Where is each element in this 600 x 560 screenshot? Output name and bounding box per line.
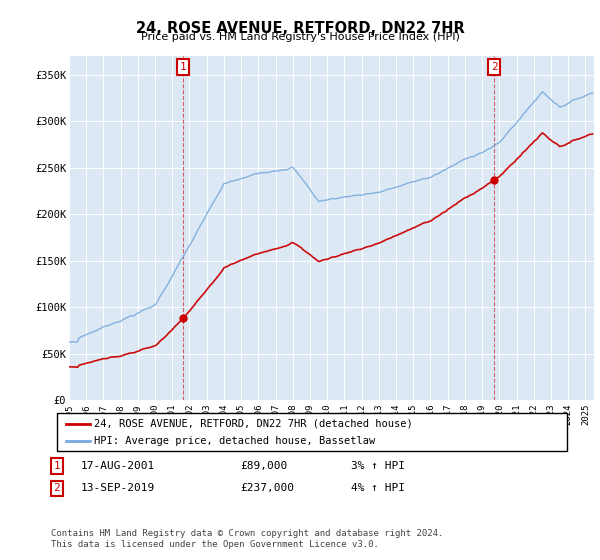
Text: 4% ↑ HPI: 4% ↑ HPI xyxy=(351,483,405,493)
Text: HPI: Average price, detached house, Bassetlaw: HPI: Average price, detached house, Bass… xyxy=(94,436,376,446)
Text: 24, ROSE AVENUE, RETFORD, DN22 7HR: 24, ROSE AVENUE, RETFORD, DN22 7HR xyxy=(136,21,464,36)
Text: 2: 2 xyxy=(491,62,497,72)
Text: 13-SEP-2019: 13-SEP-2019 xyxy=(81,483,155,493)
Text: 17-AUG-2001: 17-AUG-2001 xyxy=(81,461,155,471)
Text: Contains HM Land Registry data © Crown copyright and database right 2024.
This d: Contains HM Land Registry data © Crown c… xyxy=(51,529,443,549)
Text: 1: 1 xyxy=(53,461,61,471)
Text: 1: 1 xyxy=(179,62,187,72)
Text: £237,000: £237,000 xyxy=(240,483,294,493)
Text: 3% ↑ HPI: 3% ↑ HPI xyxy=(351,461,405,471)
Text: £89,000: £89,000 xyxy=(240,461,287,471)
Text: 2: 2 xyxy=(53,483,61,493)
Text: 24, ROSE AVENUE, RETFORD, DN22 7HR (detached house): 24, ROSE AVENUE, RETFORD, DN22 7HR (deta… xyxy=(94,419,413,429)
Text: Price paid vs. HM Land Registry's House Price Index (HPI): Price paid vs. HM Land Registry's House … xyxy=(140,32,460,43)
